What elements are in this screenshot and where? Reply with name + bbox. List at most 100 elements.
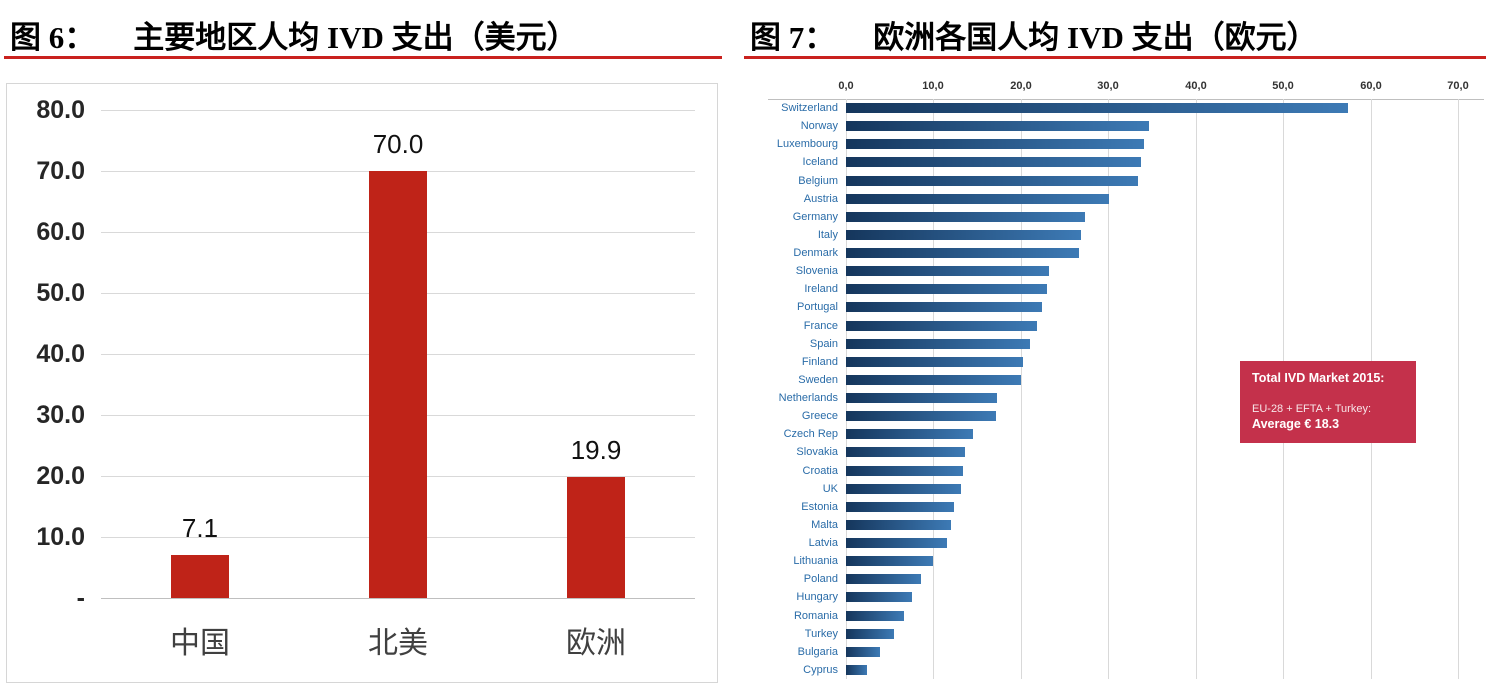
x-axis-tick: 10,0 <box>922 80 944 92</box>
country-label: Austria <box>803 193 838 205</box>
figure-6-title: 主要地区人均 IVD 支出（美元） <box>133 20 578 55</box>
annotation-average: Average € 18.3 <box>1252 417 1340 431</box>
bar <box>846 484 961 494</box>
category-label: 北美 <box>368 627 428 660</box>
y-axis-tick: 10.0 <box>36 523 85 551</box>
country-label: Malta <box>811 519 838 531</box>
country-label: Ireland <box>804 283 838 295</box>
bar <box>171 555 229 598</box>
x-axis-line <box>768 99 1484 100</box>
bar-value-label: 7.1 <box>181 513 219 543</box>
bar <box>846 611 904 621</box>
bar <box>846 302 1042 312</box>
x-axis-tick: 30,0 <box>1097 80 1119 92</box>
bar <box>846 194 1109 204</box>
bar <box>846 665 867 675</box>
y-axis-tick: 30.0 <box>36 401 85 429</box>
y-axis-tick: - <box>76 584 85 612</box>
country-label: UK <box>822 483 838 495</box>
country-label: Czech Rep <box>783 428 838 440</box>
country-label: Finland <box>801 356 838 368</box>
country-label: Greece <box>801 410 838 422</box>
bar <box>846 284 1047 294</box>
country-label: Croatia <box>802 465 838 477</box>
y-axis-tick: 40.0 <box>36 340 85 368</box>
x-axis-tick: 0,0 <box>838 80 854 92</box>
bar <box>846 592 912 602</box>
bar <box>567 477 625 598</box>
figure-6-panel: 图 6： 主要地区人均 IVD 支出（美元） 80.0 70.0 60.0 50.0 4… <box>4 0 722 683</box>
y-axis-tick: 20.0 <box>36 462 85 490</box>
country-label: Iceland <box>802 156 838 168</box>
country-label: Hungary <box>796 591 838 603</box>
y-axis-tick: 60.0 <box>36 218 85 246</box>
gridline <box>846 99 847 679</box>
country-label: Italy <box>817 229 838 241</box>
regions-chart-frame: 80.0 70.0 60.0 50.0 40.0 30.0 20.0 10.0 - 7.1 中国 70… <box>6 83 718 683</box>
bar <box>846 357 1023 367</box>
figure-7-panel: 图 7： 欧洲各国人均 IVD 支出（欧元） Total IVD Market … <box>744 0 1486 687</box>
total-market-annotation: Total IVD Market 2015: EU-28 + EFTA + Tu… <box>1240 361 1416 443</box>
figure-6-number: 图 6： <box>10 20 96 55</box>
bar <box>846 103 1348 113</box>
y-axis-tick: 70.0 <box>36 157 85 185</box>
bar <box>846 375 1021 385</box>
annotation-title: Total IVD Market 2015: <box>1252 371 1385 385</box>
bar <box>846 212 1085 222</box>
bar <box>846 520 951 530</box>
figure-7-title: 欧洲各国人均 IVD 支出（欧元） <box>873 20 1318 55</box>
country-label: Lithuania <box>793 555 838 567</box>
country-label: Belgium <box>798 175 838 187</box>
bar <box>846 429 973 439</box>
europe-bar-chart: Total IVD Market 2015: EU-28 + EFTA + Tu… <box>744 75 1486 687</box>
bar <box>846 176 1138 186</box>
country-label: Denmark <box>793 247 838 259</box>
bar <box>846 339 1030 349</box>
country-label: Switzerland <box>781 102 838 114</box>
x-axis-tick: 40,0 <box>1185 80 1207 92</box>
title-underline <box>4 56 722 59</box>
country-label: France <box>803 320 838 332</box>
bar <box>846 230 1081 240</box>
country-label: Cyprus <box>803 664 838 676</box>
bar <box>846 121 1149 131</box>
country-label: Sweden <box>798 374 838 386</box>
bar <box>846 574 921 584</box>
country-label: Latvia <box>808 537 838 549</box>
country-label: Bulgaria <box>797 646 838 658</box>
bar <box>846 556 933 566</box>
bar <box>846 139 1144 149</box>
country-label: Slovakia <box>796 446 838 458</box>
x-axis-tick: 50,0 <box>1272 80 1294 92</box>
bar-value-label: 19.9 <box>570 435 622 465</box>
annotation-scope: EU-28 + EFTA + Turkey: <box>1252 403 1372 415</box>
gridline <box>1458 99 1459 679</box>
country-label: Germany <box>792 211 838 223</box>
gridline <box>1108 99 1109 679</box>
figure-6-header: 图 6： 主要地区人均 IVD 支出（美元） <box>4 0 722 56</box>
bar <box>846 647 880 657</box>
country-label: Turkey <box>804 628 838 640</box>
gridline <box>101 110 695 111</box>
bar <box>846 266 1049 276</box>
title-underline <box>744 56 1486 59</box>
x-axis-tick: 70,0 <box>1447 80 1469 92</box>
category-label: 欧洲 <box>566 627 626 660</box>
x-axis-tick: 20,0 <box>1010 80 1032 92</box>
bar <box>846 393 997 403</box>
regions-bar-chart: 80.0 70.0 60.0 50.0 40.0 30.0 20.0 10.0 - 7.1 中国 70… <box>7 84 717 682</box>
y-axis-tick: 80.0 <box>36 96 85 124</box>
gridline <box>101 598 695 599</box>
country-label: Poland <box>803 573 838 585</box>
gridline <box>1196 99 1197 679</box>
country-label: Portugal <box>797 301 838 313</box>
bar <box>846 157 1141 167</box>
bar <box>846 248 1079 258</box>
country-label: Estonia <box>801 501 838 513</box>
bar <box>846 447 965 457</box>
gridline <box>933 99 934 679</box>
category-label: 中国 <box>170 627 230 660</box>
bar <box>846 466 963 476</box>
y-axis-tick: 50.0 <box>36 279 85 307</box>
